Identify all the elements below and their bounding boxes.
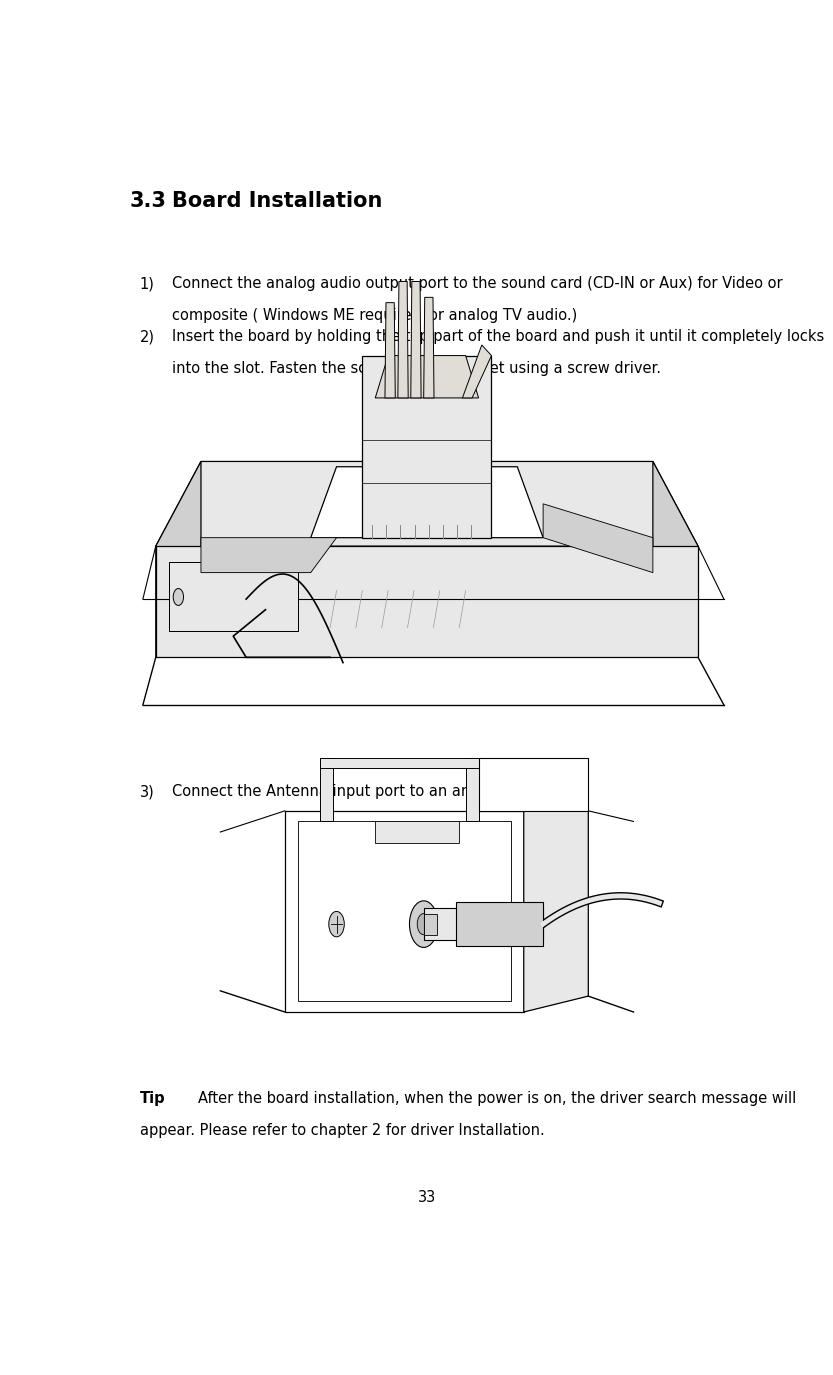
Polygon shape [462, 345, 491, 397]
Polygon shape [385, 302, 396, 397]
Text: 1): 1) [140, 276, 154, 292]
Polygon shape [375, 821, 459, 843]
Text: 3): 3) [140, 784, 154, 799]
Text: appear. Please refer to chapter 2 for driver Installation.: appear. Please refer to chapter 2 for dr… [140, 1123, 545, 1138]
Polygon shape [424, 913, 436, 935]
Text: Connect the Antenna input port to an antenna cable.: Connect the Antenna input port to an ant… [172, 784, 561, 799]
Polygon shape [524, 811, 588, 1012]
Polygon shape [456, 902, 543, 946]
Text: Board Installation: Board Installation [172, 191, 382, 212]
Text: Connect the analog audio output port to the sound card (CD-IN or Aux) for Video : Connect the analog audio output port to … [172, 276, 782, 292]
Polygon shape [156, 546, 698, 657]
Text: 3.3: 3.3 [130, 191, 167, 212]
Polygon shape [466, 758, 478, 821]
Polygon shape [156, 462, 201, 657]
Polygon shape [321, 758, 478, 769]
Polygon shape [362, 356, 491, 538]
Polygon shape [201, 538, 337, 572]
Polygon shape [398, 282, 408, 397]
Polygon shape [478, 758, 588, 811]
Polygon shape [156, 462, 698, 546]
Text: Insert the board by holding the top part of the board and push it until it compl: Insert the board by holding the top part… [172, 329, 824, 344]
Text: 2): 2) [140, 329, 155, 344]
Text: composite ( Windows ME requires for analog TV audio.): composite ( Windows ME requires for anal… [172, 308, 577, 323]
Circle shape [173, 588, 183, 605]
Polygon shape [285, 811, 524, 1012]
Text: After the board installation, when the power is on, the driver search message wi: After the board installation, when the p… [197, 1092, 796, 1107]
Polygon shape [311, 466, 543, 538]
Circle shape [329, 912, 344, 936]
Circle shape [417, 913, 430, 935]
Polygon shape [411, 282, 421, 397]
Text: into the slot. Fasten the screw on the bracket using a screw driver.: into the slot. Fasten the screw on the b… [172, 360, 661, 375]
Polygon shape [424, 909, 543, 940]
Text: Tip: Tip [140, 1092, 165, 1107]
Polygon shape [298, 821, 511, 1001]
Polygon shape [424, 297, 434, 397]
Polygon shape [321, 758, 333, 821]
Polygon shape [653, 462, 698, 657]
Text: 33: 33 [418, 1189, 436, 1204]
Polygon shape [375, 356, 478, 397]
Circle shape [410, 901, 438, 947]
Polygon shape [168, 562, 298, 631]
Polygon shape [543, 503, 653, 572]
